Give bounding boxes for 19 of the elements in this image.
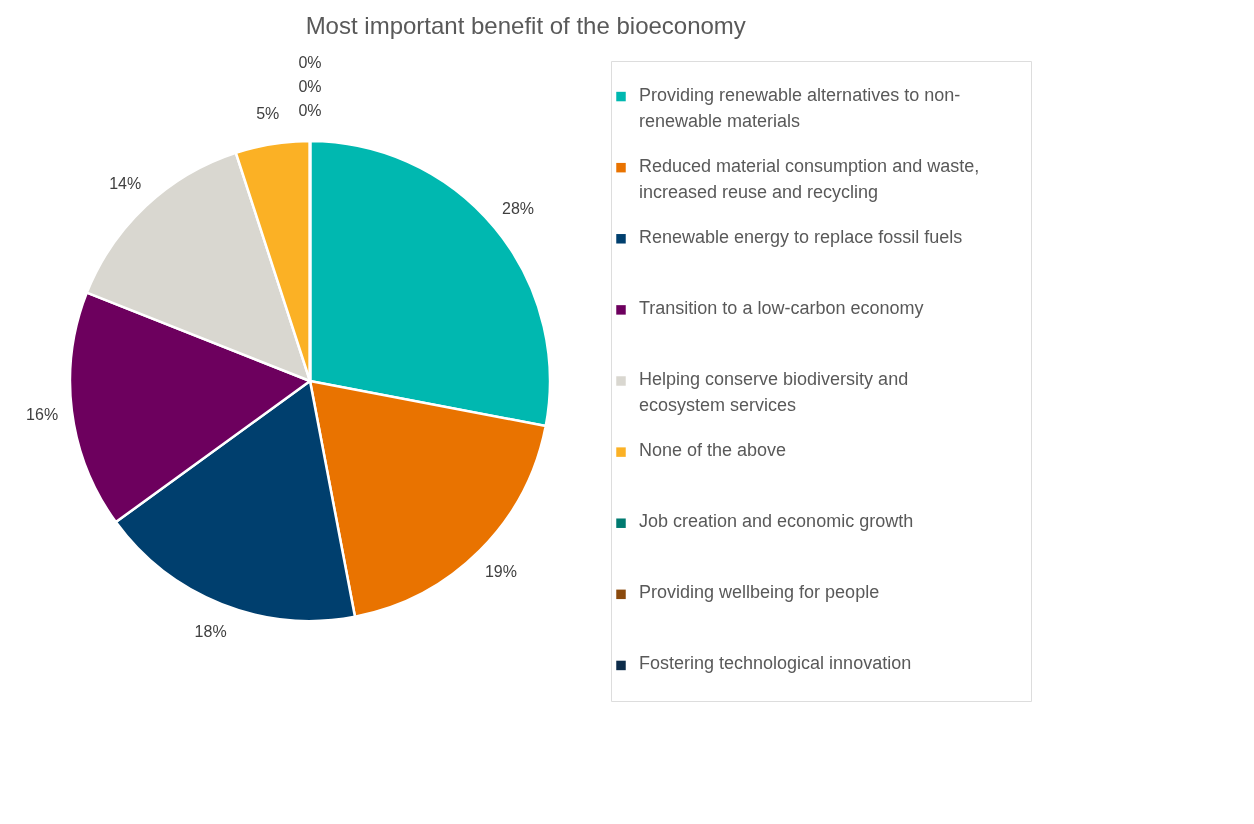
data-label: 5% (256, 105, 280, 123)
data-label: 19% (484, 562, 517, 580)
legend-label: Fostering technological innovation (639, 653, 912, 674)
data-label: 14% (109, 175, 142, 193)
legend-label: Reduced material consumption and waste, increased reuse and recycling (639, 155, 980, 202)
data-label: 16% (26, 405, 59, 423)
chart-title: Most important benefit of the bioeconomy (305, 12, 746, 39)
legend-label: Helping conserve biodiversity and ecosystem services (639, 369, 909, 415)
text: 0% (298, 54, 322, 71)
legend-label: Providing renewable alternatives to non-renewable materials (639, 84, 961, 131)
text: 0% (298, 78, 322, 95)
text: 0% (298, 102, 322, 119)
legend-label: Job creation and economic growth (639, 511, 914, 532)
legend-label: None of the above (639, 440, 787, 461)
legend-label: Transition to a low-carbon economy (639, 297, 924, 318)
legend-label: Providing wellbeing for people (639, 582, 880, 603)
data-label: 18% (194, 623, 227, 641)
legend-label: Renewable energy to replace fossil fuels (639, 226, 963, 247)
data-label: 28% (502, 199, 535, 217)
